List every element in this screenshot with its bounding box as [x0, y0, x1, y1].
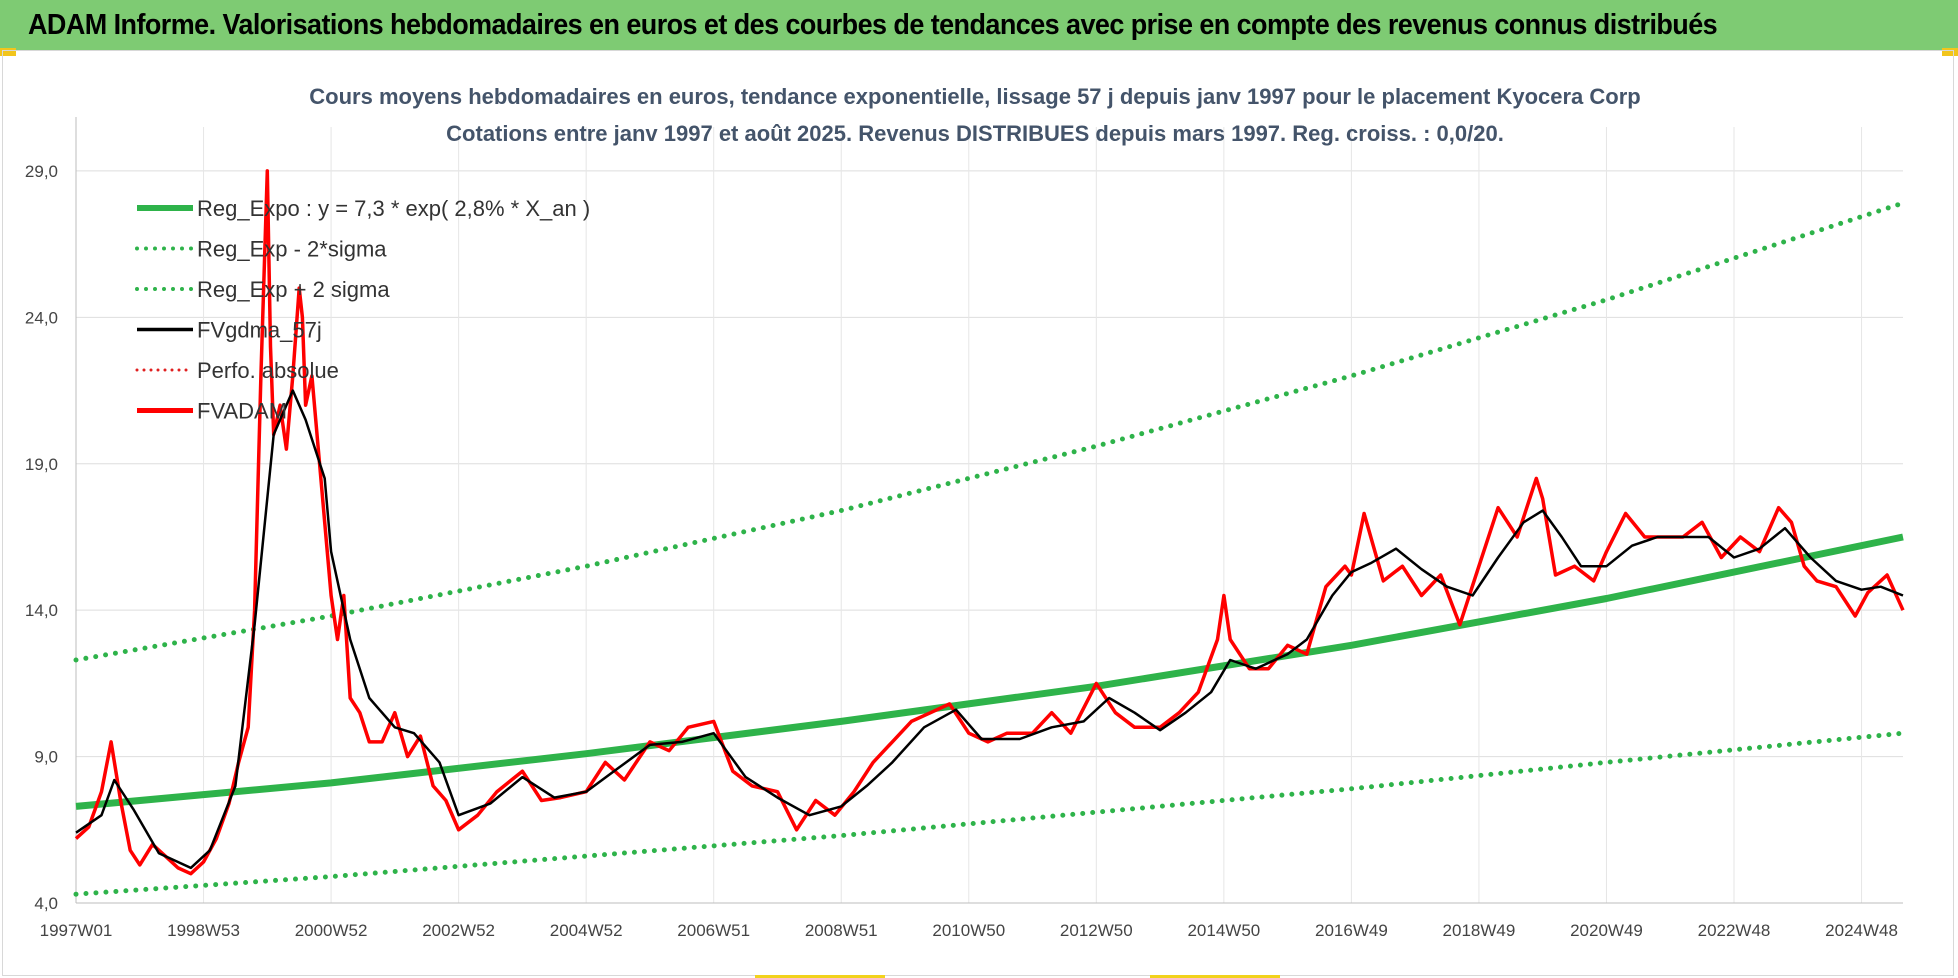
legend-label: Perfo. absolue	[197, 358, 339, 383]
x-tick-label: 2004W52	[550, 921, 623, 940]
legend-label: Reg_Exp - 2*sigma	[197, 237, 387, 262]
bottom-accent-1	[755, 975, 885, 978]
y-tick-label: 19,0	[25, 455, 58, 474]
x-tick-label: 2006W51	[677, 921, 750, 940]
x-tick-label: 2018W49	[1443, 921, 1516, 940]
x-tick-label: 2002W52	[422, 921, 495, 940]
bottom-accent-2	[1150, 975, 1280, 978]
chart-subtitle-line2: Cotations entre janv 1997 et août 2025. …	[446, 121, 1504, 146]
axis-labels: 4,0 9,0 14,0 19,0 24,0 29,0 1997W01 1998W53 2000…	[25, 162, 1898, 940]
legend-label: FVgdma_57j	[197, 318, 322, 343]
reg-exp-plus-2sigma-line	[73, 200, 1906, 663]
y-tick-label: 24,0	[25, 308, 58, 327]
y-tick-label: 9,0	[34, 748, 58, 767]
x-tick-label: 2012W50	[1060, 921, 1133, 940]
y-tick-label: 14,0	[25, 601, 58, 620]
corner-accent-right	[1942, 48, 1958, 56]
fvgdma-57j-line	[75, 389, 1904, 870]
chart-frame	[2, 50, 1954, 976]
legend-label: Reg_Exp + 2 sigma	[197, 277, 390, 302]
x-tick-label: 2008W51	[805, 921, 878, 940]
report-banner: ADAM Informe. Valorisations hebdomadaire…	[0, 0, 1958, 50]
y-tick-label: 29,0	[25, 162, 58, 181]
grid-lines	[75, 117, 1903, 904]
x-tick-label: 1997W01	[40, 921, 113, 940]
legend-label: Reg_Expo : y = 7,3 * exp( 2,8% * X_an )	[197, 196, 590, 221]
reg-expo-line	[75, 533, 1904, 810]
x-tick-label: 2000W52	[295, 921, 368, 940]
x-tick-label: 2020W49	[1570, 921, 1643, 940]
x-tick-label: 2014W50	[1187, 921, 1260, 940]
x-tick-label: 2022W48	[1698, 921, 1771, 940]
y-tick-label: 4,0	[34, 894, 58, 913]
series-lines	[73, 169, 1906, 897]
x-tick-label: 2024W48	[1825, 921, 1898, 940]
legend: Reg_Expo : y = 7,3 * exp( 2,8% * X_an ) R…	[135, 196, 590, 424]
report-title: ADAM Informe. Valorisations hebdomadaire…	[28, 8, 1718, 41]
chart-subtitle-line1: Cours moyens hebdomadaires en euros, ten…	[309, 84, 1640, 109]
reg-exp-minus-2sigma-line	[73, 730, 1906, 897]
x-tick-label: 2010W50	[932, 921, 1005, 940]
x-tick-label: 2016W49	[1315, 921, 1388, 940]
corner-accent-left	[0, 48, 16, 56]
legend-label: FVADAM	[197, 399, 287, 424]
x-tick-label: 1998W53	[167, 921, 240, 940]
